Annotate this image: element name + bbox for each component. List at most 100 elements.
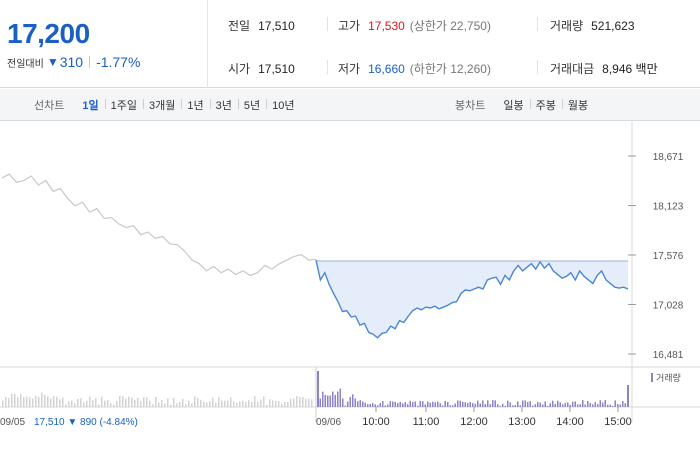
tab-3month[interactable]: 3개월	[142, 97, 181, 113]
volume-bar	[224, 400, 226, 407]
tab-1year[interactable]: 1년	[181, 97, 209, 113]
volume-bar	[275, 400, 277, 407]
volume-bar	[424, 404, 426, 407]
stat-open: 시가 17,510	[228, 60, 295, 77]
volume-bar	[227, 400, 229, 407]
volume-bar	[50, 398, 52, 407]
volume-bar	[399, 401, 401, 407]
stat-value: 17,510	[258, 61, 295, 76]
volume-bar	[549, 403, 551, 407]
volume-bar	[329, 395, 331, 407]
down-arrow-icon: ▼	[46, 55, 59, 69]
volume-bar	[469, 401, 471, 407]
volume-bar	[527, 401, 529, 407]
volume-bar	[119, 396, 121, 407]
volume-bar	[479, 403, 481, 407]
tab-1week[interactable]: 1주일	[104, 97, 143, 113]
stat-label: 거래량	[550, 19, 584, 33]
divider	[327, 17, 328, 31]
volume-bar	[504, 405, 506, 407]
volume-legend-label: 거래량	[656, 372, 681, 383]
volume-bar	[290, 398, 292, 407]
volume-bar	[305, 398, 307, 407]
volume-bar	[128, 396, 130, 407]
volume-bar	[263, 396, 265, 407]
volume-bar	[609, 404, 611, 407]
volume-bar	[59, 399, 61, 407]
x-tick-label: 14:00	[556, 416, 584, 428]
stat-value: 521,623	[591, 18, 635, 33]
volume-bar	[65, 404, 67, 407]
y-tick-label: 16,481	[653, 350, 684, 361]
volume-bar	[467, 403, 469, 407]
volume-bar	[101, 396, 103, 407]
volume-bar	[587, 400, 589, 407]
volume-bar	[437, 401, 439, 407]
volume-bar	[14, 393, 16, 407]
volume-bar	[104, 400, 106, 407]
volume-bar	[134, 399, 136, 407]
volume-bar	[502, 403, 504, 407]
volume-bar	[257, 401, 259, 407]
volume-bar	[80, 398, 82, 407]
volume-bar	[387, 404, 389, 407]
volume-bar	[357, 401, 359, 407]
stat-value: 17,530	[368, 18, 405, 33]
volume-bar	[206, 402, 208, 407]
tab-1day[interactable]: 1일	[82, 100, 99, 112]
line-chart-title: 선차트	[34, 100, 65, 112]
volume-bar	[564, 403, 566, 407]
volume-bar	[221, 400, 223, 407]
volume-bar	[110, 403, 112, 407]
tab-weekly-candle[interactable]: 주봉	[529, 97, 562, 113]
volume-bar	[432, 401, 434, 407]
x-tick-label: 11:00	[413, 416, 440, 428]
tab-5year[interactable]: 5년	[237, 97, 266, 113]
volume-bar	[534, 404, 536, 407]
volume-bar	[519, 405, 521, 407]
volume-bar	[146, 397, 148, 407]
volume-bar	[429, 402, 431, 407]
chart-tab-bar: 선차트 1일 1주일 3개월 1년 3년 5년 10년 봉차트 일봉 주봉 월봉	[0, 89, 700, 121]
volume-bar	[116, 400, 118, 407]
volume-bar	[47, 396, 49, 407]
volume-bar	[579, 404, 581, 407]
tab-daily-candle[interactable]: 일봉	[503, 100, 524, 112]
volume-bar	[622, 401, 624, 407]
volume-bar	[26, 396, 28, 407]
volume-bar	[152, 404, 154, 407]
volume-bar	[529, 401, 531, 407]
volume-bar	[284, 401, 286, 407]
volume-bar	[83, 402, 85, 407]
tab-10year[interactable]: 10년	[266, 97, 300, 113]
volume-bar	[602, 402, 604, 407]
volume-bar	[188, 400, 190, 407]
volume-bar	[230, 397, 232, 407]
volume-bar	[594, 402, 596, 407]
volume-bar	[449, 405, 451, 407]
tab-3year[interactable]: 3년	[209, 97, 238, 113]
volume-bar	[337, 391, 339, 407]
volume-bar	[185, 404, 187, 407]
volume-bar	[137, 397, 139, 407]
volume-bar	[164, 403, 166, 407]
volume-bar	[334, 394, 336, 407]
volume-bar	[317, 371, 319, 407]
change-label: 전일대비	[7, 58, 44, 70]
volume-bar	[167, 398, 169, 407]
volume-bar	[544, 401, 546, 407]
tab-monthly-candle[interactable]: 월봉	[561, 97, 594, 113]
volume-bar	[299, 397, 301, 407]
candle-chart-title: 봉차트	[455, 100, 486, 112]
volume-bar	[474, 403, 476, 407]
x-tick-label: 10:00	[362, 416, 390, 428]
today-price-line	[315, 259, 629, 339]
change-row: 전일대비 ▼ 310 -1.77%	[7, 54, 140, 70]
volume-bar	[35, 395, 37, 407]
y-tick-label: 18,123	[653, 202, 684, 213]
volume-bar	[122, 396, 124, 407]
volume-bar	[74, 403, 76, 407]
volume-bar	[367, 404, 369, 407]
volume-bar	[379, 403, 381, 407]
volume-bar	[397, 403, 399, 407]
